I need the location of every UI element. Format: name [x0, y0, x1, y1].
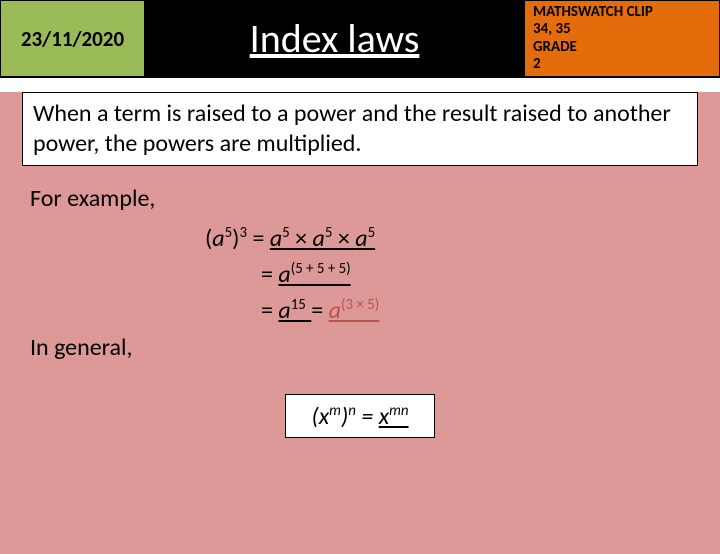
- math-lines: (a5)3 = a5 × a5 × a5 = a(5 + 5 + 5) =: [205, 223, 690, 325]
- math-line-2: = a(5 + 5 + 5): [261, 259, 690, 289]
- m1-r3b: a: [355, 224, 367, 253]
- info-line2: 34, 35: [533, 21, 711, 38]
- m3-e2: (3 × 5): [341, 295, 379, 313]
- m1-r1e: 5: [282, 223, 290, 241]
- m1-outer: 3: [239, 223, 247, 241]
- rule-text: When a term is raised to a power and the…: [33, 99, 671, 158]
- header: 23/11/2020 Index laws MATHSWATCH CLIP 34…: [0, 0, 720, 78]
- info-line3: GRADE: [533, 39, 711, 56]
- m3-e1: 15: [291, 295, 306, 313]
- m1-r1b: a: [270, 224, 282, 253]
- general-label: In general,: [30, 333, 690, 362]
- date-text: 23/11/2020: [21, 26, 124, 52]
- m1-r3e: 5: [368, 223, 376, 241]
- title-box: Index laws: [145, 0, 525, 77]
- m1-r2b: a: [313, 224, 325, 253]
- math-line-3: = a15 = a(3 × 5): [261, 295, 690, 325]
- title-text: Index laws: [250, 14, 420, 63]
- f-base: x: [319, 402, 329, 431]
- info-box: MATHSWATCH CLIP 34, 35 GRADE 2: [525, 0, 720, 77]
- math-line-1: (a5)3 = a5 × a5 × a5: [205, 223, 690, 253]
- slide: 23/11/2020 Index laws MATHSWATCH CLIP 34…: [0, 0, 720, 540]
- info-line1: MATHSWATCH CLIP: [533, 4, 711, 21]
- m1-base: a: [212, 224, 224, 253]
- info-line4: 2: [533, 56, 711, 73]
- m3-b2: a: [329, 296, 341, 325]
- m2-exp: (5 + 5 + 5): [291, 259, 351, 277]
- f-rbase: x: [379, 402, 389, 431]
- example-label: For example,: [30, 184, 690, 213]
- f-rexp: mn: [389, 401, 408, 419]
- date-box: 23/11/2020: [0, 0, 145, 77]
- formula-box: (xm)n = xmn: [285, 394, 435, 438]
- slide-body: When a term is raised to a power and the…: [0, 92, 720, 554]
- m2-base: a: [278, 260, 290, 289]
- f-outer: n: [348, 401, 356, 419]
- content: For example, (a5)3 = a5 × a5 × a5 = a(5 …: [0, 166, 720, 438]
- f-inner: m: [329, 401, 341, 419]
- rule-box: When a term is raised to a power and the…: [22, 92, 698, 166]
- m3-b1: a: [278, 296, 290, 325]
